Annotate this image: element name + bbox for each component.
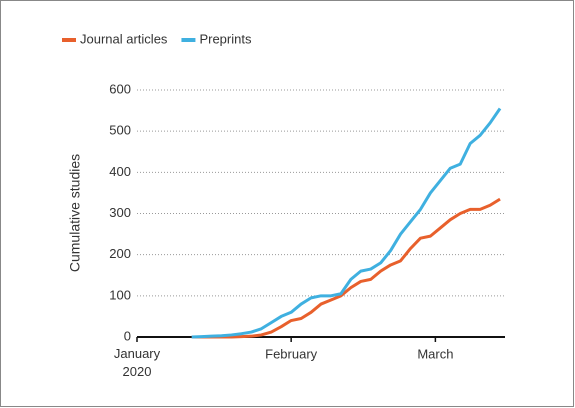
y-axis-label: Cumulative studies (67, 154, 83, 272)
y-tick-label: 400 (109, 164, 131, 179)
series-line (191, 107, 502, 339)
legend-label: Journal articles (80, 31, 168, 46)
x-tick-label: January 2020 (114, 346, 161, 379)
y-tick-label: 100 (109, 287, 131, 302)
y-tick-label: 600 (109, 81, 131, 96)
y-tick-label: 500 (109, 123, 131, 138)
x-tick-label: February (265, 346, 318, 361)
y-tick-label: 0 (124, 328, 131, 343)
y-tick-label: 200 (109, 246, 131, 261)
legend-label: Preprints (199, 31, 252, 46)
x-tick-label: March (417, 346, 453, 361)
series-line (191, 197, 501, 339)
x-tick-label-line: January (114, 346, 161, 361)
x-tick-label-line: 2020 (123, 364, 152, 379)
y-tick-label: 300 (109, 205, 131, 220)
